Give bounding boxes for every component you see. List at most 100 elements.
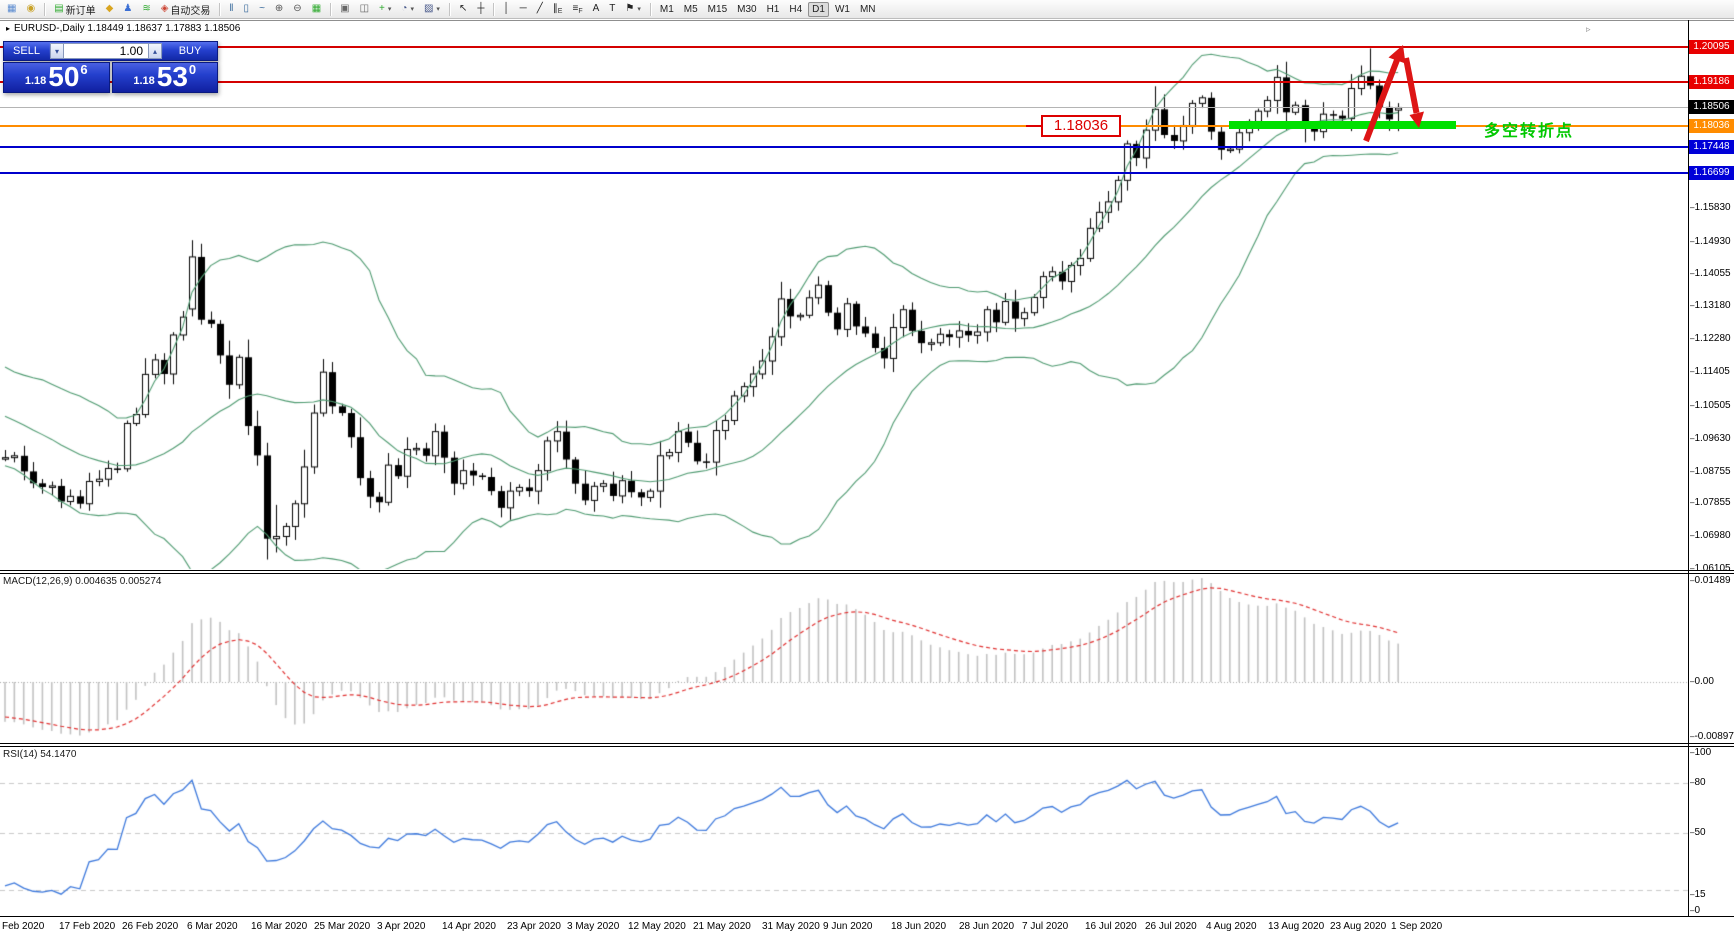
template-button[interactable]: ▨ ▾	[420, 2, 444, 17]
turning-point-label[interactable]: 多空转折点	[1484, 123, 1575, 140]
timeframe-m1[interactable]: M1	[656, 2, 678, 17]
horizontal-level-line-1.18506[interactable]	[0, 107, 1688, 108]
axis-tick-1.06980: 1.06980	[1690, 530, 1730, 541]
timeframe-m30[interactable]: M30	[733, 2, 760, 17]
horizontal-level-line-1.19186[interactable]	[0, 81, 1688, 83]
timeframe-m5[interactable]: M5	[680, 2, 702, 17]
gold-icon-glyph: ◆	[105, 3, 114, 14]
date-label: 28 Jun 2020	[959, 921, 1015, 932]
bid-price[interactable]: 1.18 50 6	[3, 62, 110, 93]
date-label: 12 May 2020	[628, 921, 686, 932]
timeframe-d1[interactable]: D1	[808, 1, 829, 17]
horizontal-level-line-1.16699[interactable]	[0, 172, 1688, 174]
volume-input[interactable]: 1.00	[64, 43, 148, 59]
tile-windows-icon[interactable]: ▦	[308, 2, 325, 17]
chart-title: ▸ EURUSD-,Daily 1.18449 1.18637 1.17883 …	[6, 23, 240, 34]
bar-chart-type-icon-glyph: ‖	[229, 3, 234, 14]
date-label: 16 Mar 2020	[251, 921, 308, 932]
date-label: 25 Mar 2020	[314, 921, 371, 932]
ask-price-pipette: 0	[188, 62, 197, 77]
date-label: 23 Apr 2020	[507, 921, 561, 932]
arrows-tool[interactable]: ⚑ ▾	[621, 2, 644, 17]
ask-price[interactable]: 1.18 53 0	[111, 62, 218, 93]
volume-spinner: ▾ 1.00 ▴	[49, 41, 163, 61]
period-button[interactable]: ◔ ▾	[397, 2, 418, 17]
timeframe-mn[interactable]: MN	[856, 2, 880, 17]
timeframe-m15[interactable]: M15	[704, 2, 731, 17]
date-label: 21 May 2020	[693, 921, 751, 932]
axis-tick-0.00: 0.00	[1690, 676, 1713, 687]
line-chart-type-icon[interactable]: ~	[255, 2, 269, 17]
signal-icon[interactable]: ≋	[138, 2, 154, 17]
period-button-glyph: ◔	[401, 3, 408, 14]
price-label-1.19186: 1.19186	[1689, 75, 1734, 89]
price-flag[interactable]: 1.18036	[1041, 115, 1121, 137]
new-order-button[interactable]: ▤ 新订单	[50, 2, 99, 17]
one-click-trading-panel: SELL ▾ 1.00 ▴ BUY 1.18 50 6 1.18 53 0	[3, 41, 218, 93]
axis-tick-0.01489: 0.01489	[1690, 575, 1730, 586]
template-button-dropdown[interactable]: ▾	[436, 6, 440, 13]
period-button-dropdown[interactable]: ▾	[410, 6, 414, 13]
date-label: 26 Jul 2020	[1145, 921, 1197, 932]
market-watch-icon[interactable]: ◉	[22, 2, 39, 17]
fibonacci-tool[interactable]: ≡ F	[568, 2, 586, 17]
main-macd-divider-1[interactable]	[0, 570, 1734, 571]
toolbar: ▦ ◉ ▤ 新订单 ◆ ♟ ≋ ◈ 自动交易 ‖ ▯ ~ ⊕ ⊖ ▦ ▣ ◫ + ▾ ◔ ▾ ▨ ▾ ↖ ┼ │ ─ ╱ ∥ E ≡ F A T ⚑…	[0, 0, 1734, 19]
community-icon[interactable]: ♟	[119, 2, 136, 17]
buy-button[interactable]: BUY	[163, 41, 218, 61]
chart-window-icon[interactable]: ▦	[3, 2, 20, 17]
macd-rsi-divider-2	[0, 746, 1734, 747]
horizontal-line-tool[interactable]: ─	[516, 2, 531, 17]
text-tool-glyph: A	[592, 3, 600, 14]
timeframe-h1-label: H1	[766, 3, 780, 15]
zoom-in-icon[interactable]: ⊕	[271, 2, 287, 17]
timeframe-w1[interactable]: W1	[831, 2, 854, 17]
crosshair-icon[interactable]: ┼	[473, 2, 488, 17]
horizontal-level-line-1.18036[interactable]	[0, 125, 1688, 127]
date-label: 3 May 2020	[567, 921, 620, 932]
trendline-tool-glyph: ╱	[536, 3, 543, 14]
timeframe-h4[interactable]: H4	[785, 2, 806, 17]
new-order-button-glyph: ▤	[54, 3, 64, 14]
market-watch-icon-glyph: ◉	[26, 3, 36, 14]
axis-tick-1.12280: 1.12280	[1690, 333, 1730, 344]
cascade-windows-icon[interactable]: ▣	[336, 2, 353, 17]
date-label: 31 May 2020	[762, 921, 820, 932]
chart-autoscroll-marker[interactable]: ▹	[1586, 24, 1591, 34]
bar-chart-type-icon[interactable]: ‖	[225, 2, 237, 17]
horizontal-line-tool-glyph: ─	[519, 3, 527, 14]
new-order-button-label: 新订单	[65, 5, 96, 17]
date-label: 4 Aug 2020	[1206, 921, 1257, 932]
candlestick-type-icon[interactable]: ▯	[240, 2, 254, 17]
trendline-tool[interactable]: ╱	[533, 2, 547, 17]
chart-window-icon-glyph: ▦	[7, 3, 17, 14]
price-label-1.16699: 1.16699	[1689, 166, 1734, 180]
volume-decrease-button[interactable]: ▾	[50, 43, 64, 59]
axis-tick-1.11405: 1.11405	[1690, 366, 1729, 377]
toolbar-separator	[448, 2, 450, 16]
zoom-out-icon[interactable]: ⊖	[289, 2, 305, 17]
cursor-icon[interactable]: ↖	[455, 2, 471, 17]
vertical-line-tool-glyph: │	[503, 3, 510, 14]
timeframe-h1[interactable]: H1	[763, 2, 784, 17]
horizontal-level-line-1.20095[interactable]	[0, 46, 1688, 48]
gold-icon[interactable]: ◆	[102, 2, 118, 17]
horizontal-level-line-1.17448[interactable]	[0, 146, 1688, 148]
macd-rsi-divider-1[interactable]	[0, 743, 1734, 744]
axis-tick-15: 15	[1690, 889, 1705, 900]
channel-tool[interactable]: ∥ E	[549, 2, 567, 17]
volume-increase-button[interactable]: ▴	[148, 43, 162, 59]
arrows-tool-dropdown[interactable]: ▾	[637, 6, 641, 13]
crosshair-icon-glyph: ┼	[477, 3, 485, 14]
add-indicator-button-dropdown[interactable]: ▾	[387, 6, 392, 13]
autotrading-button[interactable]: ◈ 自动交易	[157, 2, 215, 17]
text-tool[interactable]: A	[589, 2, 604, 17]
vertical-line-tool[interactable]: │	[499, 2, 513, 17]
sell-button[interactable]: SELL	[3, 41, 49, 61]
add-indicator-button[interactable]: + ▾	[375, 2, 395, 17]
arrange-windows-icon[interactable]: ◫	[356, 2, 373, 17]
date-label: 6 Mar 2020	[187, 921, 238, 932]
timeframe-h4-label: H4	[789, 3, 803, 15]
price-label-1.17448: 1.17448	[1689, 140, 1734, 154]
text-label-tool[interactable]: T	[605, 2, 619, 17]
